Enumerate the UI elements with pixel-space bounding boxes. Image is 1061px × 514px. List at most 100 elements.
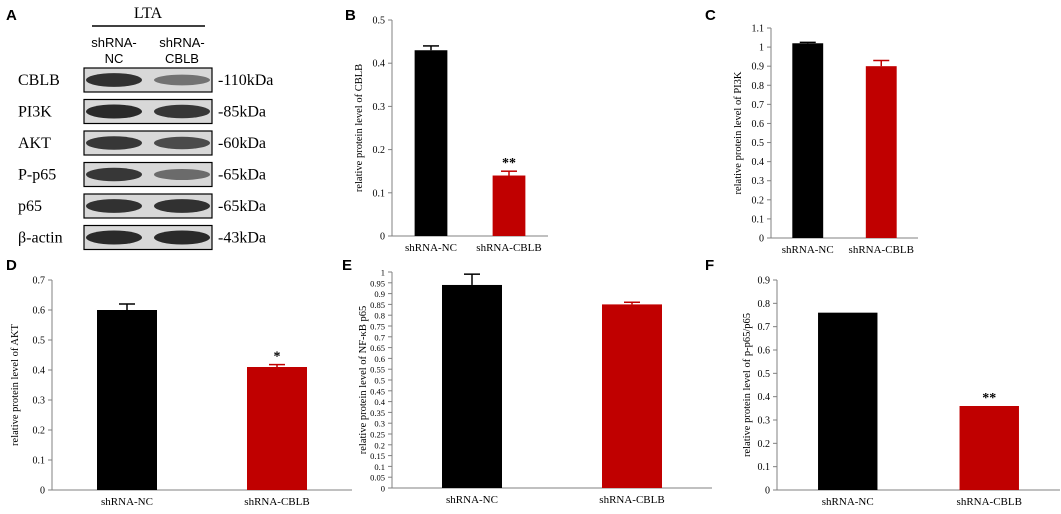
y-tick-label: 0.8 (752, 81, 765, 92)
y-tick-label: 0.3 (33, 396, 46, 407)
lane-label-line2: NC (105, 51, 124, 66)
bar (414, 50, 448, 236)
y-tick-label: 0.1 (758, 462, 771, 473)
bar (247, 367, 307, 490)
blot-row: PI3K -85kDa (18, 98, 266, 125)
chart-panel-e: E 00.050.10.150.20.250.30.350.40.450.50.5… (342, 257, 712, 506)
y-tick-label: 0.8 (374, 311, 385, 321)
blot-row: β-actin -43kDa (18, 224, 266, 251)
x-tick-label: shRNA-NC (782, 244, 834, 256)
y-tick-label: 0.5 (374, 376, 385, 386)
blot-band (154, 136, 210, 150)
y-tick-label: 0.35 (370, 408, 385, 418)
panel-letter: E (342, 257, 352, 274)
x-tick-label: shRNA-CBLB (244, 496, 309, 508)
lane-label-line1: shRNA- (91, 35, 137, 50)
significance-marker: * (274, 350, 281, 365)
y-tick-label: 0.5 (33, 336, 46, 347)
y-tick-label: 0.2 (752, 195, 765, 206)
y-tick-label: 1 (759, 43, 764, 54)
blot-band (154, 74, 210, 86)
blot-band (86, 199, 142, 213)
y-axis-label: relative protein level of PI3K (733, 71, 744, 194)
chart-panel-f: F 0 0.1 0.2 0.3 0.4 0.5 0.6 0.7 0.8 0.9 relative pr… (705, 257, 1060, 508)
y-tick-label: 0.2 (373, 145, 386, 156)
y-tick-label: 0.4 (752, 157, 765, 168)
y-tick-label: 0.7 (758, 322, 771, 333)
blot-band (86, 73, 142, 87)
protein-label: AKT (18, 135, 51, 152)
chart-panel-d: D 0 0.1 0.2 0.3 0.4 0.5 0.6 0.7 relative protein … (6, 257, 352, 508)
molecular-weight-label: -65kDa (218, 167, 266, 184)
y-tick-label: 0.7 (374, 332, 385, 342)
blot-band (86, 104, 142, 119)
y-tick-label: 0.7 (33, 276, 46, 287)
x-tick-label: shRNA-CBLB (599, 494, 664, 506)
bar (792, 43, 824, 238)
y-tick-label: 0.05 (370, 473, 385, 483)
panel-letter: F (705, 257, 714, 274)
y-tick-label: 0.3 (758, 416, 771, 427)
y-tick-label: 0 (380, 232, 385, 243)
blot-band (86, 136, 142, 150)
protein-label: PI3K (18, 104, 52, 121)
y-tick-label: 0.6 (33, 306, 46, 317)
y-tick-label: 0.6 (758, 346, 771, 357)
y-tick-label: 0.4 (758, 392, 771, 403)
panel-letter: D (6, 257, 17, 274)
y-tick-label: 0.3 (374, 419, 385, 429)
y-tick-label: 0.3 (373, 102, 386, 113)
chart-panel-c: C 0 0.1 0.2 0.3 0.4 0.5 0.6 0.7 0.8 0.9 1 1.1 relativ… (705, 7, 918, 256)
significance-marker: ** (982, 391, 996, 406)
x-tick-label: shRNA-NC (446, 494, 498, 506)
y-tick-label: 0.15 (370, 451, 385, 461)
blot-band (86, 230, 142, 245)
y-tick-label: 0.55 (370, 365, 385, 375)
molecular-weight-label: -85kDa (218, 104, 266, 121)
y-tick-label: 0.85 (370, 300, 385, 310)
y-tick-label: 0.5 (758, 369, 771, 380)
molecular-weight-label: -60kDa (218, 135, 266, 152)
molecular-weight-label: -110kDa (218, 72, 273, 89)
y-axis-label: relative protein level of p-p65/p65 (742, 313, 753, 457)
y-tick-label: 0 (40, 486, 45, 497)
blot-row: P-p65 -65kDa (18, 161, 266, 188)
y-tick-label: 0.1 (373, 188, 386, 199)
y-tick-label: 0.2 (33, 426, 46, 437)
y-tick-label: 0.3 (752, 176, 765, 187)
protein-label: p65 (18, 198, 42, 215)
y-tick-label: 0.25 (370, 430, 385, 440)
y-axis-label: relative protein level of CBLB (354, 64, 365, 192)
y-tick-label: 0.45 (370, 386, 385, 396)
blot-band (154, 169, 210, 180)
bar (959, 406, 1019, 490)
y-tick-label: 0.2 (374, 440, 385, 450)
bar-charts: B 0 0.1 0.2 0.3 0.4 0.5 relative protein level … (6, 7, 1060, 508)
y-tick-label: 0.9 (752, 62, 765, 73)
y-tick-label: 0.9 (758, 276, 771, 287)
y-tick-label: 0.7 (752, 100, 765, 111)
molecular-weight-label: -43kDa (218, 230, 266, 247)
y-tick-label: 0.4 (374, 397, 385, 407)
y-tick-label: 0.2 (758, 439, 771, 450)
protein-label: P-p65 (18, 167, 56, 184)
x-tick-label: shRNA-NC (405, 242, 457, 254)
bar (602, 304, 662, 488)
y-tick-label: 0.8 (758, 299, 771, 310)
panel-letter: C (705, 7, 716, 24)
y-tick-label: 0.6 (374, 354, 385, 364)
bar (818, 312, 878, 490)
x-tick-label: shRNA-CBLB (957, 496, 1022, 508)
y-tick-label: 0 (759, 234, 764, 245)
y-tick-label: 1 (381, 268, 385, 278)
blot-band (154, 199, 210, 213)
y-tick-label: 0.6 (752, 119, 765, 130)
blot-band (154, 104, 210, 119)
panel-letter: B (345, 7, 356, 24)
blot-band (86, 167, 142, 182)
y-axis-label: relative protein level of NF-κB p65 (358, 306, 369, 454)
y-tick-label: 0.75 (370, 322, 385, 332)
